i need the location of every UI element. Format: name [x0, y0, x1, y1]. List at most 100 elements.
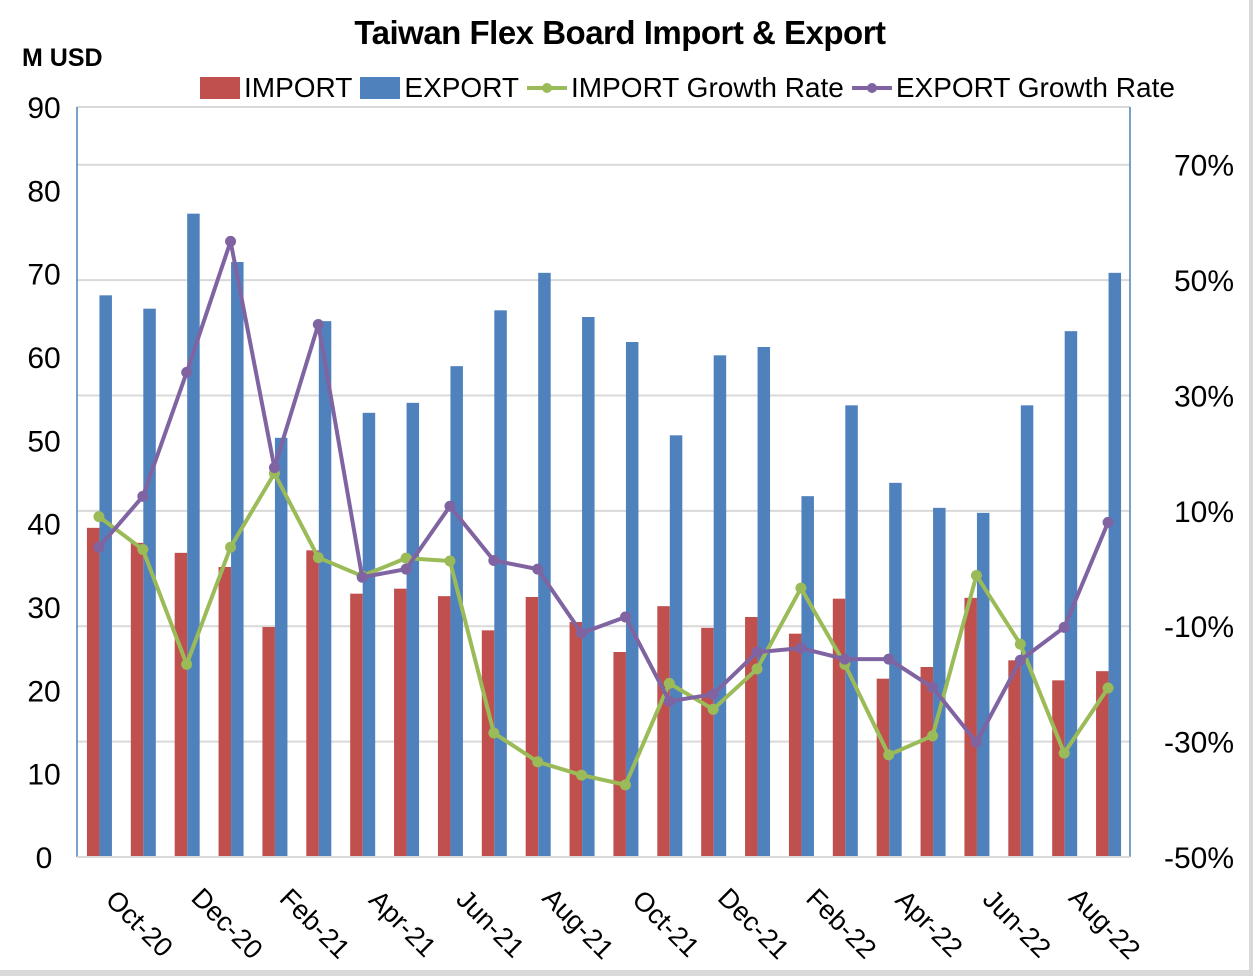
- export-bar: [757, 347, 771, 857]
- import-growth-marker: [312, 552, 324, 564]
- export-growth-marker: [137, 490, 149, 502]
- export-growth-marker: [225, 235, 237, 247]
- left-axis-tick-label: 10: [27, 759, 60, 792]
- import-growth-marker: [927, 730, 939, 742]
- import-bar: [525, 597, 539, 857]
- legend-label-import-growth: IMPORT Growth Rate: [571, 72, 844, 103]
- right-axis-tick-label: 10%: [1174, 496, 1234, 529]
- export-growth-marker: [1058, 621, 1070, 633]
- export-growth-marker: [532, 563, 544, 575]
- right-axis-tick-label: 70%: [1174, 150, 1234, 183]
- x-axis-tick-label: Dec-20: [186, 882, 269, 965]
- export-bar: [1064, 331, 1078, 858]
- export-bar: [99, 295, 112, 857]
- legend-item-export-growth: EXPORT Growth Rate: [851, 72, 1175, 104]
- export-bar: [889, 482, 902, 857]
- export-bar: [406, 402, 420, 857]
- import-growth-marker: [883, 749, 895, 761]
- export-bar: [494, 310, 507, 857]
- left-axis-tick-label: 40: [27, 509, 60, 542]
- export-growth-marker: [839, 653, 851, 665]
- left-axis-tick-label: 90: [27, 92, 60, 125]
- x-axis-tick-label: Oct-20: [100, 884, 179, 963]
- import-bar: [437, 596, 451, 857]
- import-growth-marker: [137, 544, 149, 555]
- export-growth-marker: [883, 653, 895, 665]
- left-axis-tick-label: 0: [36, 842, 53, 875]
- import-bar: [964, 597, 977, 857]
- x-axis-tick-label: Feb-21: [274, 883, 356, 965]
- chart-title: Taiwan Flex Board Import & Export: [354, 14, 886, 51]
- x-axis-tick-label: Feb-22: [800, 883, 882, 965]
- left-axis-tick-label: 70: [27, 259, 60, 292]
- import-growth-marker: [619, 779, 631, 791]
- export-bar: [450, 366, 463, 857]
- import-bar: [394, 588, 407, 857]
- legend-item-import: IMPORT: [200, 72, 352, 104]
- import-growth-marker: [93, 511, 105, 523]
- x-axis-tick-label: Apr-22: [890, 884, 969, 963]
- legend-label-export-growth: EXPORT Growth Rate: [895, 72, 1175, 103]
- legend-item-import-growth: IMPORT Growth Rate: [527, 72, 844, 104]
- export-growth-marker: [93, 541, 105, 553]
- right-axis-tick-label: -50%: [1164, 842, 1234, 875]
- import-bar: [876, 678, 890, 857]
- import-bar: [1008, 660, 1021, 857]
- export-bar: [801, 496, 814, 857]
- left-axis-tick-label: 50: [27, 425, 60, 458]
- import-growth-marker: [707, 703, 719, 715]
- export-growth-marker: [312, 319, 324, 330]
- export-bar: [1108, 272, 1122, 857]
- import-bar: [350, 593, 363, 857]
- export-growth-line-icon: [851, 77, 892, 99]
- x-axis-tick-label: Oct-21: [627, 884, 706, 963]
- import-bar: [569, 622, 583, 857]
- right-axis-tick-label: 30%: [1174, 380, 1234, 413]
- right-axis-ticks: -50% -30% -10% 10% 30% 50% 70%: [1164, 150, 1234, 875]
- legend-label-export: EXPORT: [404, 72, 520, 103]
- x-axis-tick-label: Jun-21: [451, 884, 531, 964]
- import-growth-marker: [181, 658, 193, 670]
- export-growth-marker: [488, 554, 500, 566]
- export-bar: [845, 405, 858, 857]
- import-growth-marker: [663, 677, 675, 689]
- import-growth-line: [97, 471, 1110, 787]
- legend-item-export: EXPORT: [360, 72, 519, 104]
- import-bar: [1052, 680, 1065, 857]
- export-swatch-icon: [360, 77, 401, 99]
- export-bar: [231, 262, 244, 857]
- export-bar: [187, 213, 200, 857]
- export-growth-marker: [751, 646, 763, 658]
- export-growth-marker: [400, 563, 412, 575]
- left-axis-tick-label: 20: [27, 675, 60, 708]
- right-axis-tick-label: -10%: [1164, 611, 1234, 644]
- export-growth-marker: [181, 366, 193, 378]
- import-bar: [306, 550, 319, 857]
- import-growth-marker: [576, 769, 588, 781]
- import-bar: [788, 633, 802, 857]
- export-bar: [318, 321, 332, 858]
- export-growth-marker: [356, 571, 368, 583]
- x-axis-ticks: Oct-20 Dec-20 Feb-21 Apr-21 Jun-21 Aug-21 Oct-…: [100, 882, 1146, 965]
- import-growth-marker: [1058, 747, 1070, 759]
- import-bar: [832, 598, 846, 857]
- left-axis-tick-label: 80: [27, 175, 60, 208]
- x-axis-tick-label: Aug-21: [537, 882, 620, 965]
- import-bar: [701, 627, 714, 857]
- import-growth-marker: [444, 555, 456, 567]
- left-axis-tick-label: 60: [27, 342, 60, 375]
- import-growth-marker: [532, 756, 544, 768]
- right-axis-tick-label: -30%: [1164, 727, 1234, 760]
- import-bar: [218, 567, 232, 857]
- export-bar: [1020, 405, 1034, 857]
- import-bar: [613, 652, 626, 857]
- x-axis-tick-label: Dec-21: [712, 882, 795, 965]
- line-series: [93, 235, 1114, 791]
- export-bar: [362, 412, 376, 857]
- export-growth-marker: [444, 500, 456, 512]
- export-growth-marker: [1102, 516, 1114, 528]
- import-bar: [481, 630, 495, 857]
- import-growth-marker: [970, 569, 982, 581]
